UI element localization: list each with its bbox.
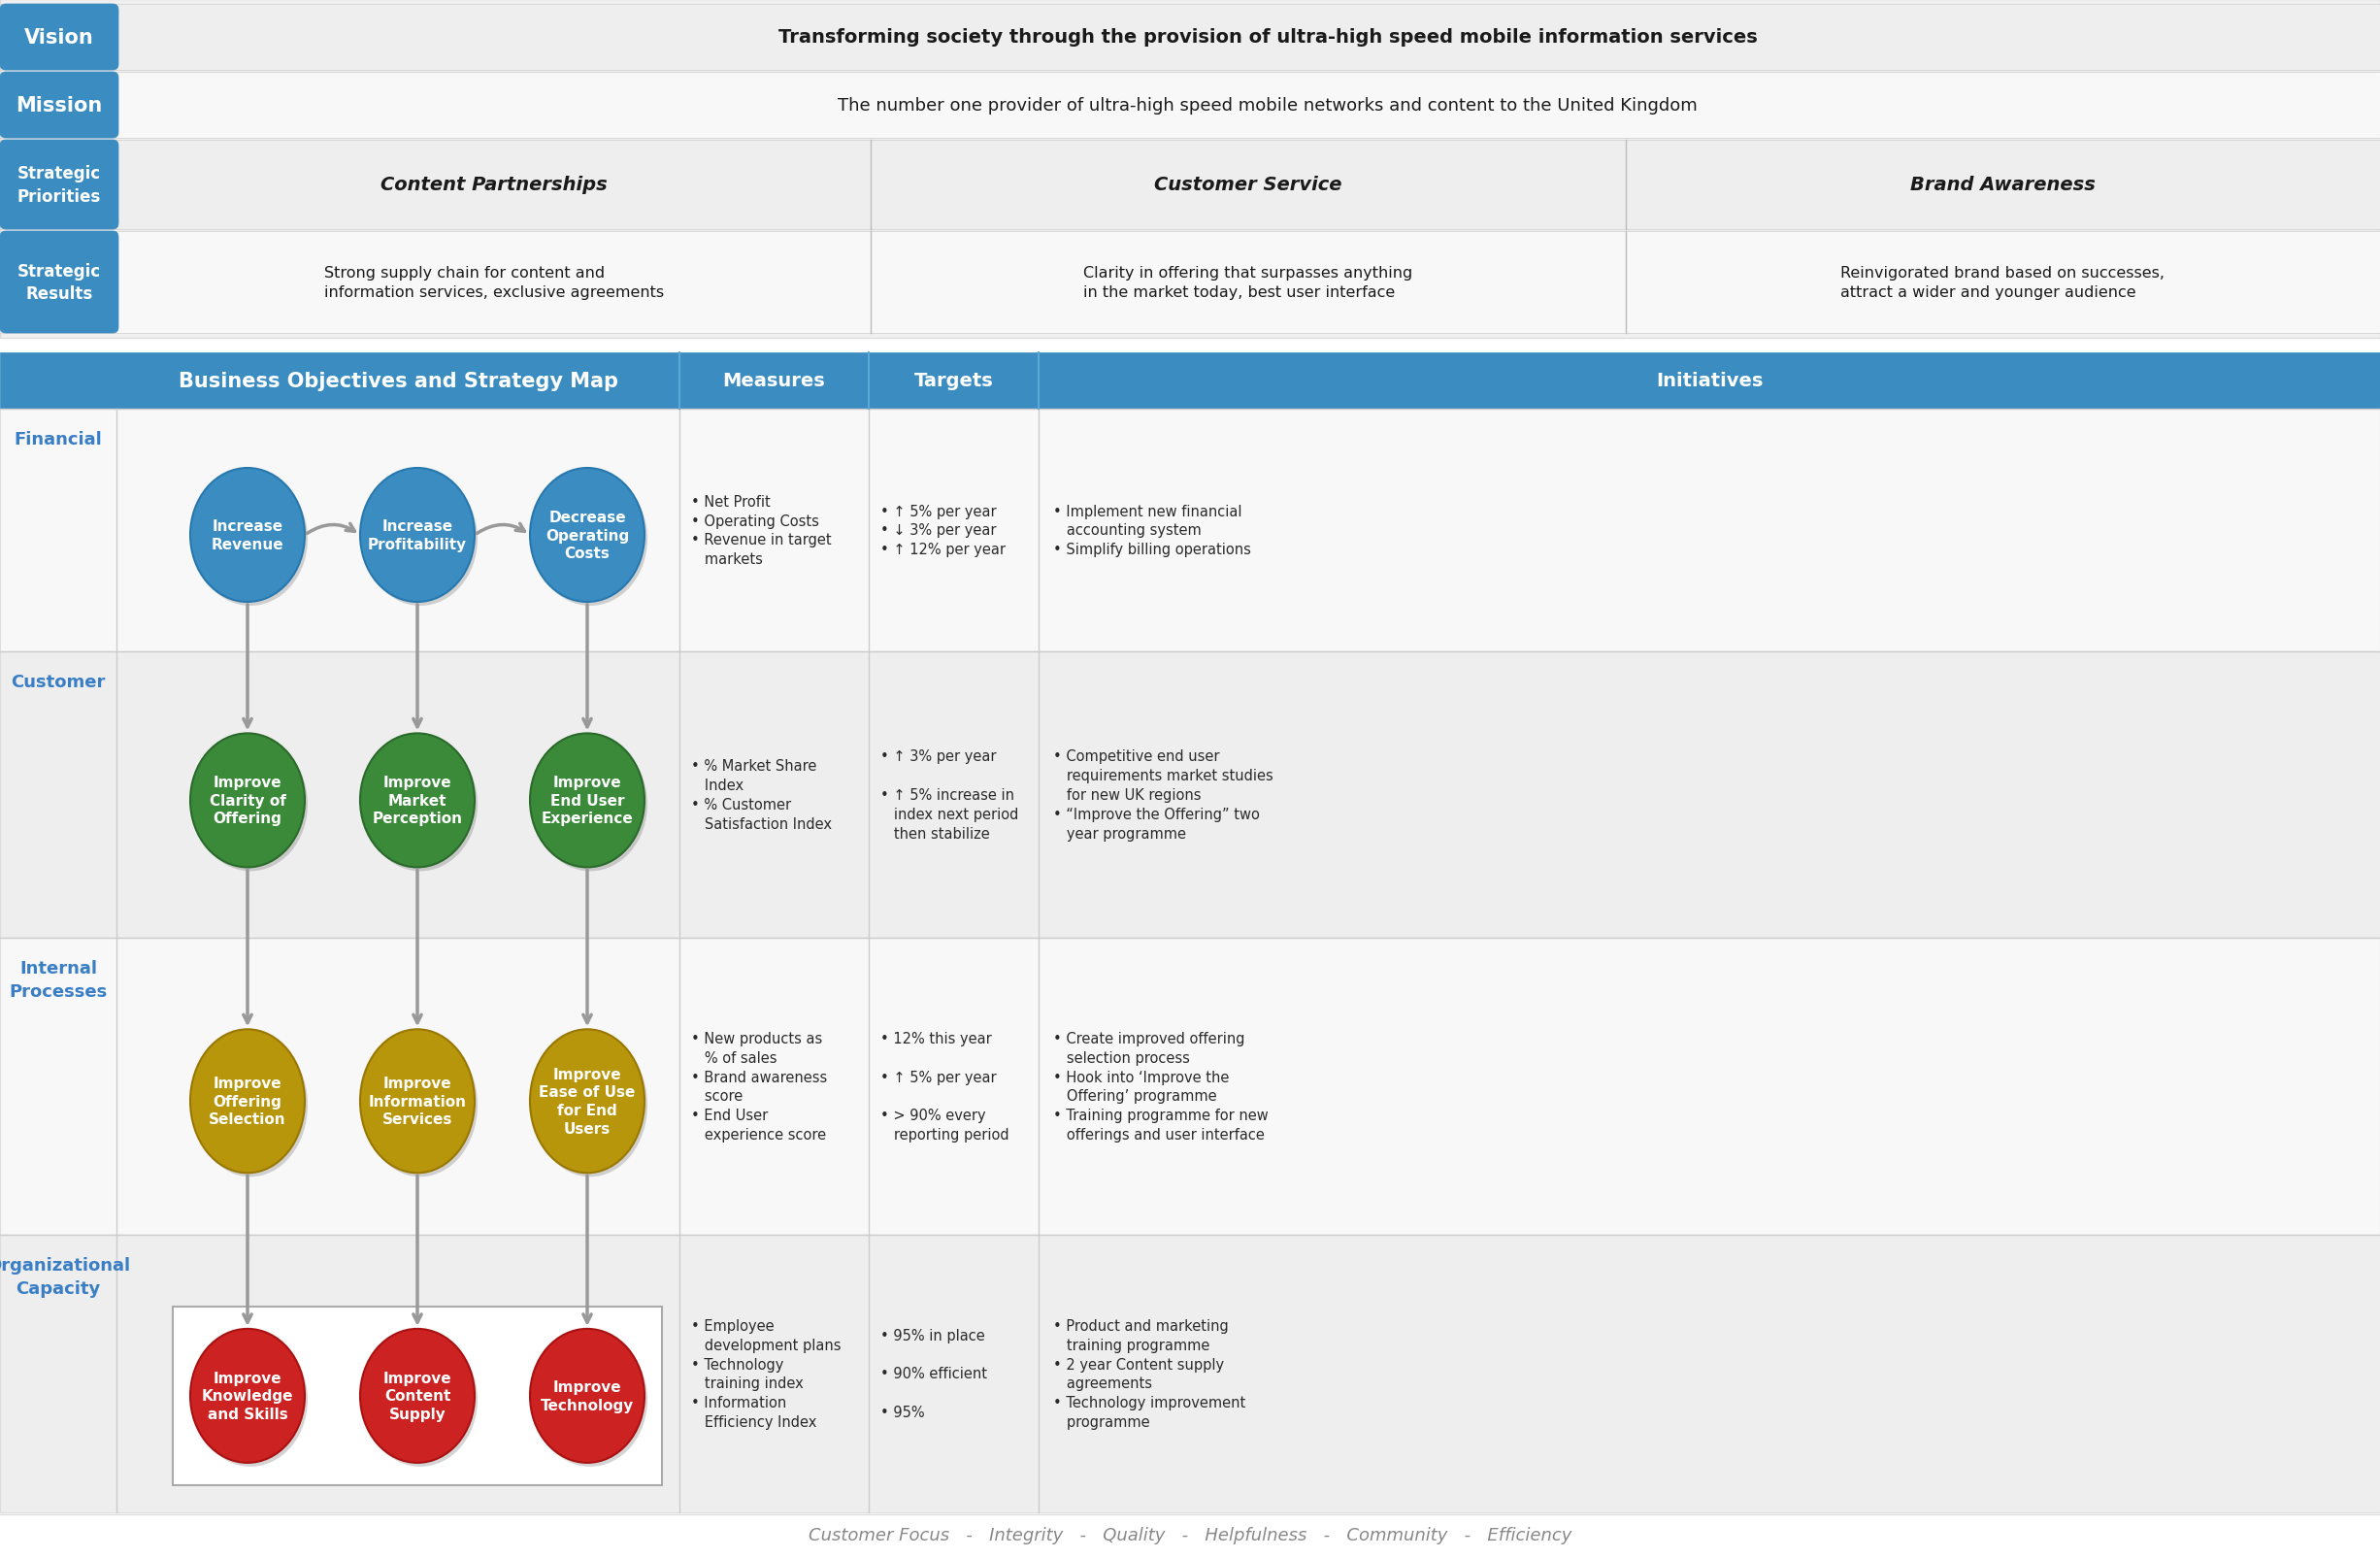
FancyBboxPatch shape — [0, 651, 2380, 938]
Text: Improve
Clarity of
Offering: Improve Clarity of Offering — [209, 776, 286, 826]
FancyBboxPatch shape — [0, 73, 2380, 139]
Text: Customer Focus   -   Integrity   -   Quality   -   Helpfulness   -   Community  : Customer Focus - Integrity - Quality - H… — [809, 1525, 1571, 1544]
Text: Targets: Targets — [914, 372, 992, 391]
Text: Internal
Processes: Internal Processes — [10, 960, 107, 1000]
Text: • Product and marketing
   training programme
• 2 year Content supply
   agreeme: • Product and marketing training program… — [1052, 1318, 1245, 1429]
Text: • 95% in place

• 90% efficient

• 95%: • 95% in place • 90% efficient • 95% — [881, 1327, 988, 1419]
Ellipse shape — [364, 1332, 478, 1466]
Text: Measures: Measures — [724, 372, 826, 391]
Text: Reinvigorated brand based on successes,
attract a wider and younger audience: Reinvigorated brand based on successes, … — [1840, 266, 2166, 299]
Ellipse shape — [359, 469, 474, 603]
FancyBboxPatch shape — [0, 1235, 2380, 1513]
Text: Strong supply chain for content and
information services, exclusive agreements: Strong supply chain for content and info… — [324, 266, 664, 299]
Text: Customer: Customer — [12, 673, 105, 690]
Ellipse shape — [533, 1033, 647, 1176]
Text: Brand Awareness: Brand Awareness — [1911, 176, 2094, 195]
Text: Improve
Ease of Use
for End
Users: Improve Ease of Use for End Users — [538, 1067, 635, 1136]
FancyBboxPatch shape — [0, 938, 2380, 1235]
Ellipse shape — [190, 1329, 305, 1463]
FancyBboxPatch shape — [0, 232, 2380, 333]
Ellipse shape — [531, 469, 645, 603]
FancyBboxPatch shape — [0, 5, 119, 70]
Text: Decrease
Operating
Costs: Decrease Operating Costs — [545, 509, 628, 561]
Text: Organizational
Capacity: Organizational Capacity — [0, 1256, 131, 1296]
Text: Mission: Mission — [17, 97, 102, 115]
Text: • Implement new financial
   accounting system
• Simplify billing operations: • Implement new financial accounting sys… — [1052, 505, 1252, 558]
Text: Strategic
Results: Strategic Results — [17, 263, 100, 302]
Text: Content Partnerships: Content Partnerships — [381, 176, 607, 195]
Ellipse shape — [531, 1030, 645, 1173]
Text: Improve
Information
Services: Improve Information Services — [369, 1077, 466, 1126]
FancyBboxPatch shape — [0, 410, 2380, 651]
Text: Business Objectives and Strategy Map: Business Objectives and Strategy Map — [178, 371, 619, 391]
Text: Increase
Profitability: Increase Profitability — [369, 519, 466, 552]
Text: Improve
Technology: Improve Technology — [540, 1379, 633, 1412]
Text: Initiatives: Initiatives — [1656, 372, 1764, 391]
Ellipse shape — [533, 737, 647, 871]
Text: Transforming society through the provision of ultra-high speed mobile informatio: Transforming society through the provisi… — [778, 28, 1756, 47]
Text: Clarity in offering that surpasses anything
in the market today, best user inter: Clarity in offering that surpasses anyth… — [1083, 266, 1414, 299]
Ellipse shape — [190, 469, 305, 603]
Ellipse shape — [193, 737, 307, 871]
Ellipse shape — [533, 472, 647, 606]
Text: Strategic
Priorities: Strategic Priorities — [17, 165, 100, 206]
Ellipse shape — [359, 1030, 474, 1173]
FancyBboxPatch shape — [174, 1307, 662, 1485]
Ellipse shape — [193, 472, 307, 606]
Text: The number one provider of ultra-high speed mobile networks and content to the U: The number one provider of ultra-high sp… — [838, 97, 1697, 114]
Ellipse shape — [364, 1033, 478, 1176]
Text: • New products as
   % of sales
• Brand awareness
   score
• End User
   experie: • New products as % of sales • Brand awa… — [690, 1031, 828, 1142]
Ellipse shape — [533, 1332, 647, 1466]
Text: Improve
End User
Experience: Improve End User Experience — [540, 776, 633, 826]
FancyBboxPatch shape — [0, 140, 2380, 231]
Text: • Employee
   development plans
• Technology
   training index
• Information
   : • Employee development plans • Technolog… — [690, 1318, 840, 1429]
Text: • ↑ 5% per year
• ↓ 3% per year
• ↑ 12% per year: • ↑ 5% per year • ↓ 3% per year • ↑ 12% … — [881, 505, 1007, 558]
Text: Improve
Market
Perception: Improve Market Perception — [371, 776, 462, 826]
Ellipse shape — [193, 1332, 307, 1466]
Ellipse shape — [193, 1033, 307, 1176]
Text: Customer Service: Customer Service — [1154, 176, 1342, 195]
FancyBboxPatch shape — [0, 5, 2380, 70]
Ellipse shape — [190, 734, 305, 868]
Text: Improve
Offering
Selection: Improve Offering Selection — [209, 1077, 286, 1126]
FancyBboxPatch shape — [0, 0, 2380, 338]
Text: Increase
Revenue: Increase Revenue — [212, 519, 283, 552]
Text: Improve
Content
Supply: Improve Content Supply — [383, 1371, 452, 1421]
FancyBboxPatch shape — [0, 354, 2380, 410]
Ellipse shape — [364, 472, 478, 606]
Text: Improve
Knowledge
and Skills: Improve Knowledge and Skills — [202, 1371, 293, 1421]
Text: • Competitive end user
   requirements market studies
   for new UK regions
• “I: • Competitive end user requirements mark… — [1052, 749, 1273, 841]
Ellipse shape — [364, 737, 478, 871]
Text: Financial: Financial — [14, 430, 102, 449]
FancyBboxPatch shape — [0, 232, 119, 333]
Ellipse shape — [359, 734, 474, 868]
Text: • Create improved offering
   selection process
• Hook into ‘Improve the
   Offe: • Create improved offering selection pro… — [1052, 1031, 1269, 1142]
Ellipse shape — [531, 1329, 645, 1463]
Text: Vision: Vision — [24, 28, 95, 48]
Ellipse shape — [531, 734, 645, 868]
Text: • % Market Share
   Index
• % Customer
   Satisfaction Index: • % Market Share Index • % Customer Sati… — [690, 759, 833, 830]
Text: • 12% this year

• ↑ 5% per year

• > 90% every
   reporting period: • 12% this year • ↑ 5% per year • > 90% … — [881, 1031, 1009, 1142]
FancyBboxPatch shape — [0, 73, 119, 139]
Ellipse shape — [190, 1030, 305, 1173]
Ellipse shape — [359, 1329, 474, 1463]
Text: • ↑ 3% per year

• ↑ 5% increase in
   index next period
   then stabilize: • ↑ 3% per year • ↑ 5% increase in index… — [881, 749, 1019, 841]
Text: • Net Profit
• Operating Costs
• Revenue in target
   markets: • Net Profit • Operating Costs • Revenue… — [690, 494, 831, 567]
FancyBboxPatch shape — [0, 140, 119, 231]
